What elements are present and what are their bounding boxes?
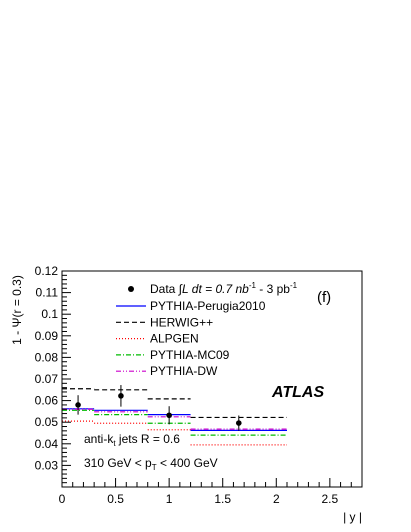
legend-data-mid: - 3 pb <box>256 282 290 296</box>
legend-label-data: Data ∫L dt = 0.7 nb-1 - 3 pb-1 <box>150 281 298 296</box>
legend-data-integral: ∫L dt = 0.7 nb <box>178 282 249 296</box>
legend-series-label: PYTHIA-MC09 <box>150 348 230 362</box>
data-point <box>235 420 242 426</box>
y-tick-label: 0.1 <box>41 307 58 321</box>
annotation-jet-algorithm: anti-kt jets R = 0.6 <box>84 432 180 448</box>
annotation-jets-r: jets R = 0.6 <box>116 432 181 446</box>
legend-series-label: ALPGEN <box>150 332 199 346</box>
y-tick-label: 0.08 <box>35 350 59 364</box>
legend-series-label: PYTHIA-Perugia2010 <box>150 299 266 313</box>
x-tick-label: 1.5 <box>214 492 231 506</box>
y-tick-label: 0.12 <box>35 264 59 278</box>
series-pythia-dw <box>62 408 287 430</box>
legend-data-exp2: -1 <box>290 281 298 290</box>
annotation-anti-k: anti-k <box>84 432 114 446</box>
legend-entry-data: Data ∫L dt = 0.7 nb-1 - 3 pb-1 <box>128 281 298 296</box>
data-point <box>166 412 172 419</box>
legend-data-main: Data <box>150 282 179 296</box>
atlas-label: ATLAS <box>271 384 324 401</box>
panel-label: (f) <box>317 289 331 306</box>
y-tick-label: 0.09 <box>35 329 59 343</box>
legend-marker-data <box>128 286 134 292</box>
x-axis-title: | y | <box>343 510 362 524</box>
legend: Data ∫L dt = 0.7 nb-1 - 3 pb-1 PYTHIA-Pe… <box>116 281 298 378</box>
y-tick-label: 0.03 <box>35 458 59 472</box>
x-tick-label: 2.5 <box>322 492 339 506</box>
annotation-sub-T: T <box>152 463 157 472</box>
annotation-sub-t: t <box>113 439 116 448</box>
legend-series-label: PYTHIA-DW <box>150 364 218 378</box>
series-data <box>75 385 242 431</box>
y-axis-title: 1 - Ψ(r = 0.3) <box>10 275 24 345</box>
x-tick-label: 0 <box>59 492 66 506</box>
plot-area <box>62 385 287 446</box>
x-tick-label: 2 <box>273 492 280 506</box>
y-tick-label: 0.11 <box>36 286 59 300</box>
data-point <box>118 393 124 399</box>
y-tick-label: 0.07 <box>35 372 59 386</box>
axes: 0 0.5 1 1.5 2 2.5 0.03 0.04 0.05 0.06 0.07 0.08 0.09… <box>35 264 363 506</box>
legend-series-label: HERWIG++ <box>150 315 213 329</box>
series-alpgen <box>62 420 287 446</box>
x-tick-label: 1 <box>166 492 173 506</box>
annotation-pt-upper: < 400 GeV <box>157 456 218 470</box>
legend-data-exp1: -1 <box>249 281 257 290</box>
annotation-pt-lower: 310 GeV < p <box>84 456 152 470</box>
x-tick-label: 0.5 <box>107 492 124 506</box>
y-tick-label: 0.05 <box>35 415 59 429</box>
series-herwig- <box>62 388 287 419</box>
annotation-pt-range: 310 GeV < pT < 400 GeV <box>84 456 218 472</box>
legend-series-entries: PYTHIA-Perugia2010 HERWIG++ ALPGEN PYTHIA-M… <box>116 299 266 378</box>
y-tick-label: 0.04 <box>35 437 59 451</box>
data-point <box>75 402 81 408</box>
y-tick-label: 0.06 <box>35 394 59 408</box>
